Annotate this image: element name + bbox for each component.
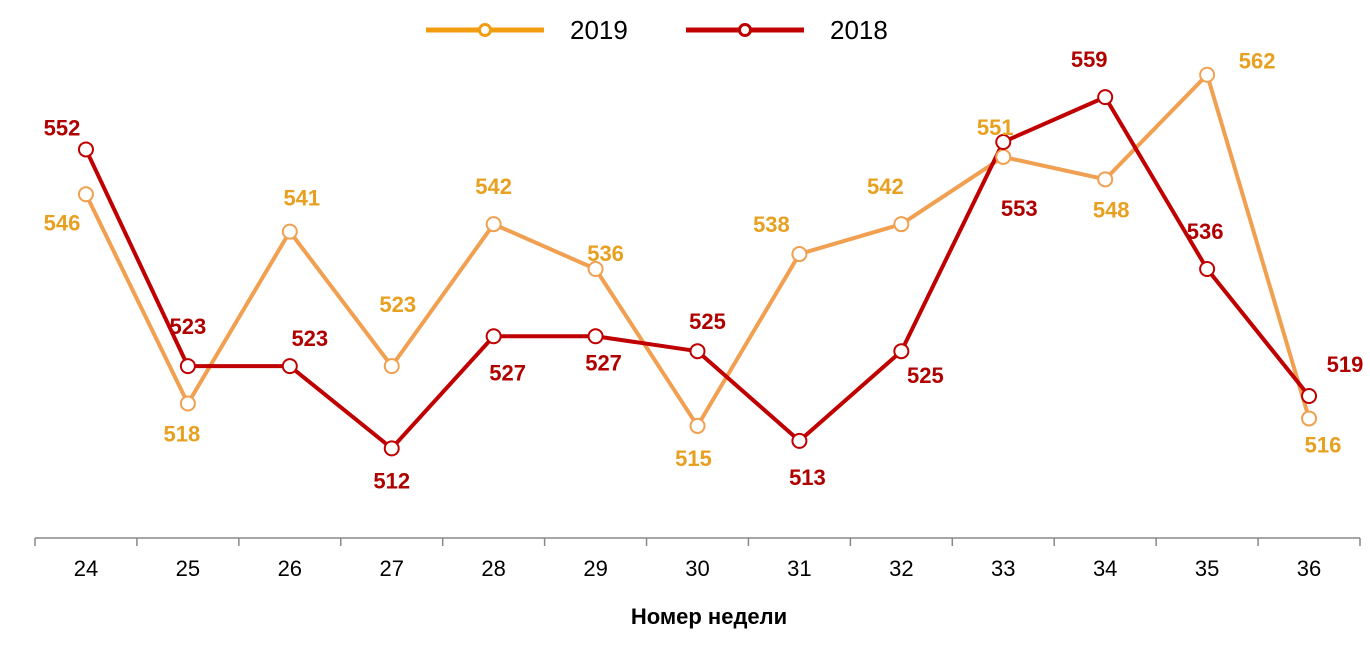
- x-tick-label: 31: [787, 556, 811, 581]
- x-tick-label: 24: [74, 556, 98, 581]
- x-tick-label: 36: [1297, 556, 1321, 581]
- data-label: 523: [170, 314, 207, 339]
- data-point: [281, 358, 298, 375]
- labels-2019: 546 518 541 523 542 536 515 538 542 551 548 562 516: [44, 49, 1342, 471]
- x-tick-label: 25: [176, 556, 200, 581]
- data-point: [689, 343, 706, 360]
- data-point: [179, 395, 196, 412]
- data-label: 546: [44, 210, 81, 235]
- legend-label: 2019: [570, 15, 628, 45]
- legend-label: 2018: [830, 15, 888, 45]
- data-point: [281, 223, 298, 240]
- data-point: [893, 216, 910, 233]
- series-group: 5465185415235425365155385425515485625165…: [44, 47, 1364, 493]
- data-point: [485, 328, 502, 345]
- data-point: [77, 141, 94, 158]
- data-label: 512: [373, 468, 410, 493]
- x-tick-label: 28: [481, 556, 505, 581]
- x-tick-label: 35: [1195, 556, 1219, 581]
- data-label: 525: [689, 309, 726, 334]
- x-tick-label: 30: [685, 556, 709, 581]
- data-label: 523: [379, 292, 416, 317]
- data-label: 542: [475, 174, 512, 199]
- data-label: 516: [1305, 432, 1342, 457]
- data-point: [1199, 261, 1216, 277]
- series-line-2019: [84, 72, 1311, 428]
- legend-item-2019: 2019: [426, 15, 628, 45]
- data-label: 523: [291, 326, 328, 351]
- data-label: 536: [587, 241, 624, 266]
- data-label: 538: [753, 212, 790, 237]
- data-label: 542: [867, 174, 904, 199]
- data-label: 553: [1001, 196, 1038, 221]
- data-point: [1301, 388, 1318, 405]
- data-point: [1199, 66, 1216, 83]
- markers-2018: [77, 89, 1318, 457]
- data-label: 562: [1239, 49, 1276, 74]
- data-point: [179, 358, 196, 375]
- series-line-2018: [84, 95, 1311, 451]
- data-label: 548: [1093, 197, 1130, 222]
- data-point: [1301, 410, 1318, 427]
- series-2018: [84, 95, 1311, 451]
- data-label: 536: [1187, 219, 1224, 244]
- legend-marker-icon: [738, 23, 752, 37]
- data-point: [383, 440, 400, 457]
- data-label: 525: [907, 363, 944, 388]
- data-label: 541: [283, 186, 320, 211]
- data-label: 559: [1071, 47, 1108, 72]
- legend-marker-icon: [478, 23, 492, 37]
- x-axis: 24 25 26 27 28 29 30 31 32 33 34 35 36: [34, 537, 1361, 581]
- legend: 2019 2018: [426, 15, 888, 45]
- data-label: 519: [1327, 352, 1364, 377]
- data-point: [77, 186, 94, 203]
- data-point: [1097, 171, 1114, 188]
- data-label: 515: [675, 446, 712, 471]
- data-point: [893, 343, 910, 360]
- markers-2019: [77, 66, 1318, 434]
- x-tick-label: 29: [583, 556, 607, 581]
- x-tick-label: 27: [379, 556, 403, 581]
- data-point: [587, 328, 604, 345]
- data-point: [587, 261, 604, 277]
- data-point: [689, 417, 706, 434]
- labels-2018: 552 523 523 512 527 527 525 513 525 553 559 536 519: [44, 47, 1364, 493]
- data-point: [995, 148, 1012, 165]
- data-point: [1097, 89, 1114, 106]
- data-label: 527: [585, 350, 622, 375]
- data-label: 527: [489, 360, 526, 385]
- data-point: [485, 216, 502, 233]
- data-label: 518: [164, 422, 201, 447]
- x-tick-label: 33: [991, 556, 1015, 581]
- x-tick-label: 26: [278, 556, 302, 581]
- data-point: [995, 133, 1012, 150]
- series-2019: [84, 72, 1311, 428]
- data-label: 552: [44, 115, 81, 140]
- legend-item-2018: 2018: [686, 15, 888, 45]
- x-tick-label: 32: [889, 556, 913, 581]
- data-point: [791, 432, 808, 449]
- data-point: [791, 246, 808, 263]
- data-point: [383, 358, 400, 375]
- x-tick-label: 34: [1093, 556, 1117, 581]
- data-label: 551: [977, 115, 1014, 140]
- x-axis-title: Номер недели: [631, 604, 787, 629]
- data-label: 513: [789, 465, 826, 490]
